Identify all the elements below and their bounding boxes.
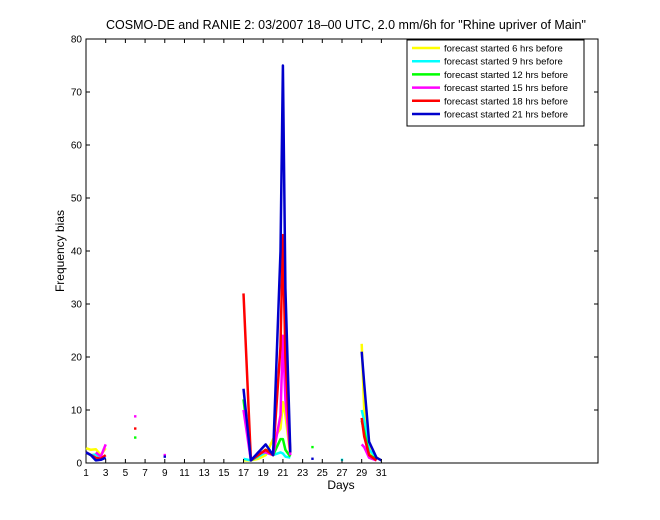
x-tick-label: 9 [162, 468, 168, 479]
x-tick-label: 13 [199, 468, 211, 479]
x-tick-label: 19 [258, 468, 270, 479]
legend-box [406, 39, 585, 127]
x-tick-label: 31 [376, 468, 388, 479]
series-line [94, 443, 107, 458]
series-6 [85, 64, 383, 462]
legend-label: forecast started 6 hrs before [444, 44, 563, 55]
x-tick-label: 25 [317, 468, 329, 479]
legend-label: forecast started 21 hrs before [444, 110, 568, 121]
data-point [311, 457, 314, 460]
y-tick-label: 0 [76, 459, 82, 470]
axis-ticks: 1 3 5 7 9 11 13 15 17 19 21 23 25 27 29 310102030405060… [71, 35, 598, 479]
x-tick-label: 29 [356, 468, 368, 479]
series-line [360, 409, 378, 459]
data-point [134, 436, 137, 439]
y-tick-label: 40 [71, 247, 83, 258]
data-point [163, 455, 166, 458]
x-tick-label: 21 [277, 468, 289, 479]
data-point [311, 445, 314, 449]
data-point [134, 427, 137, 430]
legend-label: forecast started 9 hrs before [444, 57, 563, 68]
series-layer [85, 64, 383, 462]
series-line [85, 451, 107, 462]
data-point [134, 415, 137, 418]
x-tick-label: 17 [238, 468, 250, 479]
y-tick-label: 30 [71, 300, 83, 311]
y-tick-label: 10 [71, 406, 83, 417]
chart-title: COSMO-DE and RANIE 2: 03/2007 18–00 UTC,… [106, 18, 586, 32]
x-tick-label: 27 [336, 468, 348, 479]
x-tick-label: 15 [218, 468, 230, 479]
x-tick-label: 3 [103, 468, 109, 479]
x-tick-label: 23 [297, 468, 309, 479]
legend: forecast started 6 hrs before forecast st… [406, 39, 585, 127]
y-axis-label: Frequency bias [53, 210, 67, 292]
x-tick-label: 1 [83, 468, 89, 479]
series-line [360, 351, 383, 462]
legend-label: forecast started 12 hrs before [444, 70, 568, 81]
y-tick-label: 60 [71, 141, 83, 152]
y-tick-label: 80 [71, 35, 83, 46]
x-tick-label: 7 [142, 468, 148, 479]
legend-label: forecast started 18 hrs before [444, 96, 568, 107]
y-tick-label: 70 [71, 88, 83, 99]
x-tick-label: 5 [123, 468, 129, 479]
series-line [242, 64, 292, 462]
legend-label: forecast started 15 hrs before [444, 83, 568, 94]
y-tick-label: 20 [71, 353, 83, 364]
data-point [163, 453, 166, 457]
series-line [360, 417, 378, 462]
x-axis-label: Days [327, 478, 354, 492]
x-tick-label: 11 [179, 468, 190, 479]
y-tick-label: 50 [71, 194, 83, 205]
